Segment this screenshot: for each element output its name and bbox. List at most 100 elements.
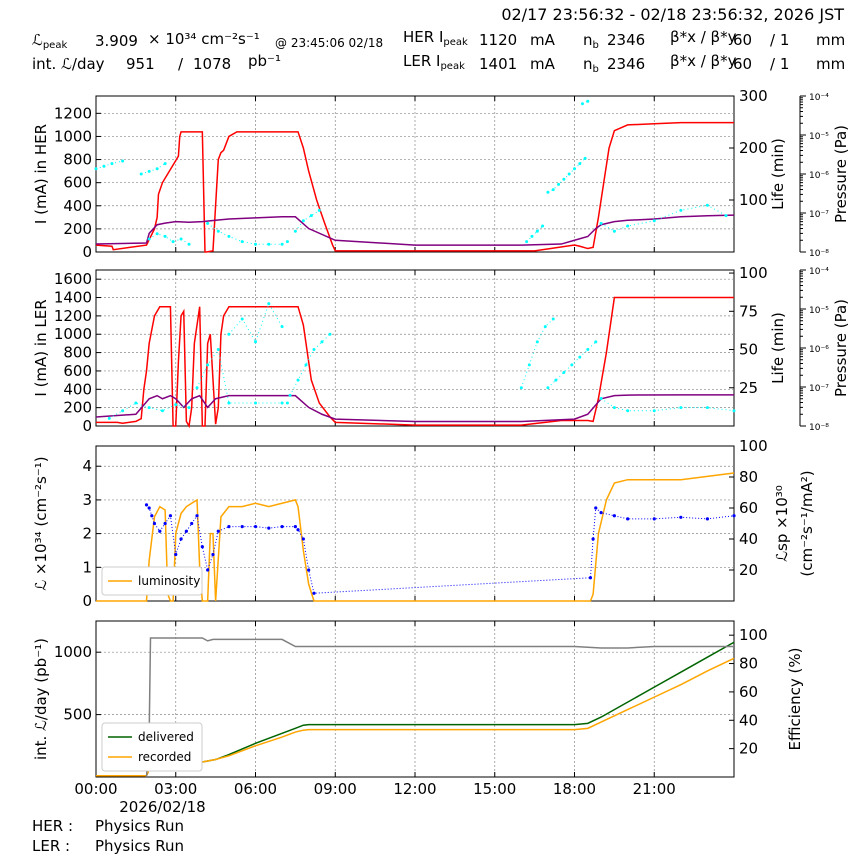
life-point: [216, 348, 220, 352]
life-trace: [95, 160, 123, 170]
life-point: [562, 370, 566, 374]
y2-tick-label: 100: [739, 437, 768, 455]
pressure-tick-label: 10⁻⁸: [809, 423, 829, 433]
y-axis-label: ℒ ×10³⁴ (cm⁻²s⁻¹): [32, 456, 50, 590]
pressure-tick-label: 10⁻⁸: [809, 249, 829, 259]
life-point: [557, 182, 561, 186]
her-peak-label-sub: peak: [443, 37, 468, 48]
ler-nb-label: nb: [583, 55, 599, 76]
her-nb-label-sub: b: [592, 40, 599, 51]
x-tick-label: 03:00: [154, 780, 197, 798]
y2-tick-label: 60: [739, 683, 758, 701]
specific-lumi-point: [280, 525, 284, 529]
ler-beta-x: 60: [733, 55, 753, 73]
y2-tick-label: 300: [739, 87, 768, 105]
y2-axis-label: Efficiency (%): [786, 648, 804, 751]
her-beta-unit: mm: [816, 31, 846, 49]
y2-tick-label: 200: [739, 139, 768, 157]
y-tick-label: 0: [82, 592, 92, 610]
x-tick-label: 06:00: [234, 780, 277, 798]
life-point: [535, 229, 539, 233]
life-point: [187, 242, 191, 246]
life-trace: [289, 333, 331, 396]
y-tick-label: 400: [63, 380, 92, 398]
life-point: [301, 219, 305, 223]
life-trace: [141, 163, 166, 175]
legend-label-recorded: recorded: [138, 750, 191, 764]
y2-tick-label: 40: [739, 711, 758, 729]
her-peak-current: 1120: [479, 31, 518, 49]
lpeak-label-sub: peak: [42, 40, 68, 51]
y-tick-label: 0: [82, 417, 92, 435]
int-lumi-delivered: 951: [126, 55, 155, 73]
y-tick-label: 200: [63, 220, 92, 238]
y-tick-label: 1: [82, 558, 92, 576]
y2-tick-label: 25: [739, 379, 758, 397]
pressure-tick-label: 10⁻⁵: [809, 132, 829, 142]
y2-axis-label-unit: (cm⁻²s⁻¹/mA²): [798, 470, 816, 576]
life-point: [573, 167, 576, 171]
y-tick-label: 1200: [54, 104, 92, 122]
specific-lumi-trace: [146, 504, 735, 594]
life-point: [309, 214, 313, 218]
int-lumi-unit: pb⁻¹: [248, 52, 281, 70]
time-range: 02/17 23:56:32 - 02/18 23:56:32, 2026 JS…: [501, 5, 844, 24]
pressure-tick-label: 10⁻⁷: [809, 210, 829, 220]
y2-tick-label: 100: [739, 191, 768, 209]
life-point: [320, 340, 324, 344]
life-trace: [582, 100, 589, 105]
life-point: [280, 401, 284, 405]
specific-lumi-point: [152, 521, 157, 526]
ler-beta-label: β*x / β*y: [670, 52, 737, 70]
y2-tick-label: 75: [739, 302, 758, 320]
series-line-pressure: [95, 214, 735, 246]
life-trace: [148, 233, 190, 245]
her-current-unit: mA: [530, 31, 555, 49]
pressure-axis-label: Pressure (Pa): [832, 125, 850, 223]
life-point: [570, 363, 574, 367]
life-point: [121, 159, 125, 163]
specific-lumi-point: [158, 529, 162, 533]
y-tick-label: 600: [63, 362, 92, 380]
legend-label-luminosity: luminosity: [138, 574, 200, 588]
series-line-luminosity: [96, 472, 735, 602]
life-point: [705, 406, 709, 410]
legend-box: [101, 722, 203, 772]
specific-lumi-point: [200, 545, 204, 549]
y-tick-label: 200: [63, 399, 92, 417]
y-tick-label: 600: [63, 174, 92, 192]
specific-lumi-point: [296, 528, 300, 532]
y-tick-label: 0: [82, 243, 92, 261]
specific-lumi-point: [184, 529, 188, 533]
life-trace: [228, 302, 283, 344]
her-beta-x: 60: [733, 31, 753, 49]
life-point: [679, 406, 683, 410]
specific-lumi-point: [301, 537, 305, 541]
lpeak-value: 3.909: [95, 32, 138, 50]
y2-tick-label: 50: [739, 341, 758, 359]
specific-lumi-point: [206, 568, 210, 572]
y-tick-label: 500: [63, 706, 92, 724]
specific-lumi-point: [652, 517, 656, 521]
her-status-label: HER :: [32, 817, 74, 835]
ler-nb-value: 2346: [607, 55, 646, 73]
y-tick-label: 1600: [54, 270, 92, 288]
pressure-tick-label: 10⁻⁴: [809, 93, 829, 103]
y-tick-label: 800: [63, 344, 92, 362]
life-trace: [520, 318, 554, 388]
ler-status-label: LER :: [32, 837, 71, 855]
y-tick-label: 1000: [54, 127, 92, 145]
y2-axis-label: Life (min): [769, 312, 787, 384]
y-tick-label: 400: [63, 197, 92, 215]
ler-peak-label-text: LER I: [403, 52, 441, 70]
ler-peak-label-sub: peak: [440, 61, 465, 72]
lpeak-time: @ 23:45:06 02/18: [275, 36, 384, 50]
specific-lumi-point: [253, 525, 258, 529]
y2-tick-label: 80: [739, 468, 758, 486]
y2-tick-label: 100: [739, 626, 768, 644]
x-tick-label: 09:00: [314, 780, 357, 798]
x-tick-label: 00:00: [74, 780, 117, 798]
ler-beta-y: / 1: [770, 55, 790, 73]
y-axis-label: I (mA) in LER: [32, 299, 50, 396]
y2-axis-label: ℒsp ×10³⁰: [773, 485, 791, 562]
